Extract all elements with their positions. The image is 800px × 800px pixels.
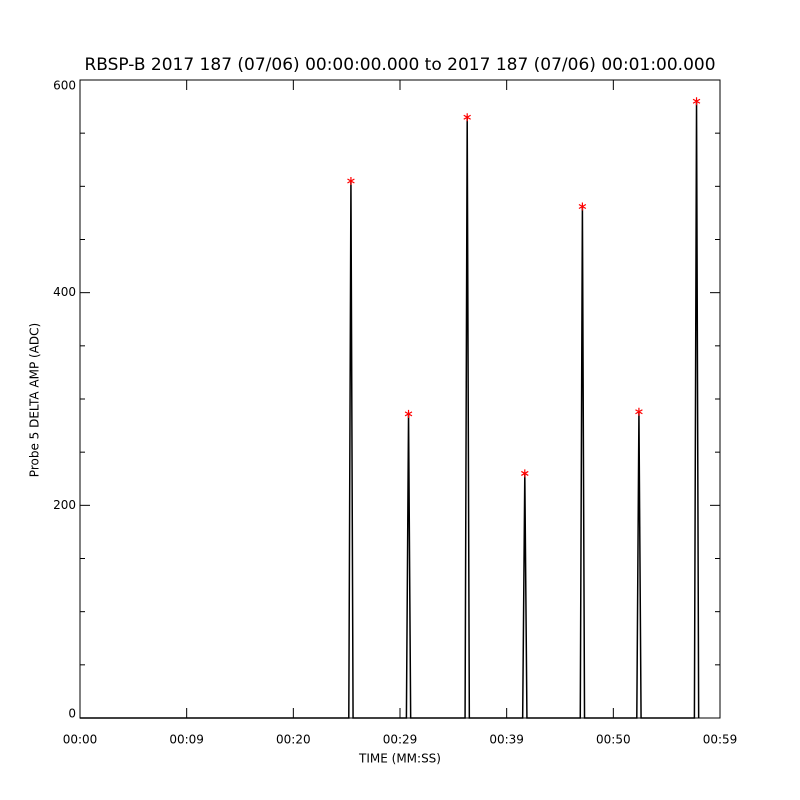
data-line [80, 101, 700, 719]
x-tick-label: 00:00 [63, 733, 98, 747]
y-tick-label: 0 [68, 707, 76, 721]
peak-marker [463, 113, 471, 122]
y-axis-label: Probe 5 DELTA AMP (ADC) [28, 323, 42, 477]
peak-marker [578, 202, 587, 211]
x-tick-label: 00:29 [383, 733, 418, 747]
y-tick-label: 200 [53, 498, 76, 512]
x-tick-label: 00:20 [276, 733, 311, 747]
x-axis-label: TIME (MM:SS) [358, 752, 441, 766]
peak-marker [347, 177, 355, 186]
plot-frame [79, 79, 721, 719]
peak-marker [635, 407, 643, 416]
y-tick-label: 600 [53, 79, 76, 93]
x-tick-label: 00:39 [489, 733, 524, 747]
x-tick-label: 00:09 [169, 733, 204, 747]
chart-title: RBSP-B 2017 187 (07/06) 00:00:00.000 to … [84, 55, 715, 75]
x-tick-label: 00:59 [703, 733, 738, 747]
x-tick-label: 00:50 [596, 733, 631, 747]
peak-marker [404, 409, 413, 418]
peak-marker [692, 97, 701, 106]
peak-marker [521, 469, 529, 478]
y-tick-label: 400 [53, 285, 76, 299]
